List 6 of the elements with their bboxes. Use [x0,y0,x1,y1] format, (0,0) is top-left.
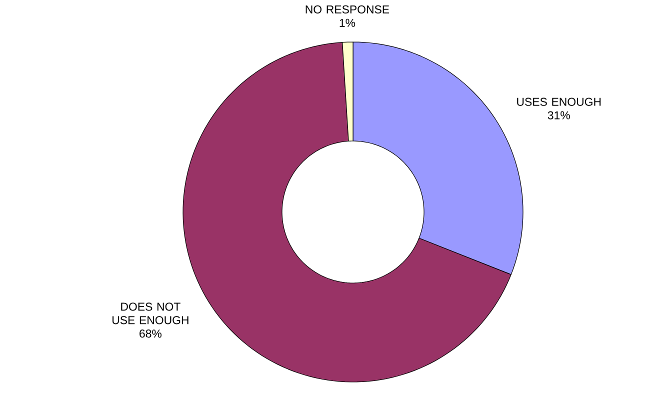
data-label: 1% [340,18,356,27]
slice-label: USES ENOUGH [517,98,601,106]
data-label: 31% [548,111,570,120]
slice-label: NO RESPONSE [306,5,390,14]
slice-label: DOES NOT USE ENOUGH [112,302,188,324]
data-label: 68% [140,330,162,338]
